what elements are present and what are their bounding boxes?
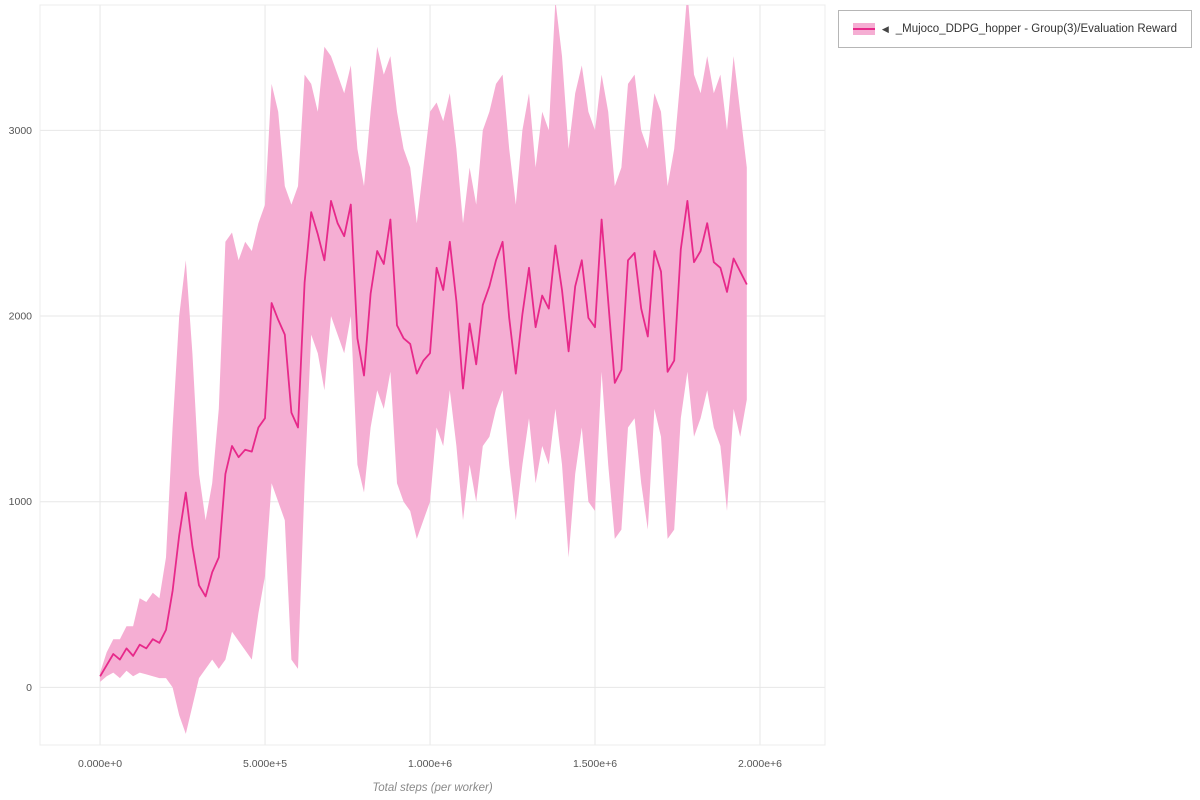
legend-series-label: _Mujoco_DDPG_hopper - Group(3)/Evaluatio… bbox=[895, 23, 1177, 35]
y-tick-label: 1000 bbox=[9, 496, 33, 508]
confidence-band bbox=[100, 5, 747, 734]
x-tick-label: 1.500e+6 bbox=[573, 758, 617, 770]
x-tick-label: 2.000e+6 bbox=[738, 758, 782, 770]
mean-line bbox=[99, 199, 748, 677]
x-tick-label: 5.000e+5 bbox=[243, 758, 287, 770]
x-tick-label: 1.000e+6 bbox=[408, 758, 452, 770]
plot-border bbox=[39, 4, 826, 746]
legend-swatch bbox=[852, 23, 875, 35]
legend-collapse-icon[interactable]: ◀ bbox=[881, 23, 889, 34]
y-tick-label: 3000 bbox=[9, 125, 33, 137]
legend: ◀ _Mujoco_DDPG_hopper - Group(3)/Evaluat… bbox=[837, 10, 1192, 48]
legend-item[interactable]: ◀ _Mujoco_DDPG_hopper - Group(3)/Evaluat… bbox=[852, 23, 1177, 35]
y-tick-label: 0 bbox=[26, 682, 32, 694]
legend-swatch-line bbox=[852, 28, 875, 30]
y-tick-label: 2000 bbox=[9, 311, 33, 323]
x-tick-label: 0.000e+0 bbox=[78, 758, 122, 770]
x-axis-title: Total steps (per worker) bbox=[372, 782, 493, 794]
